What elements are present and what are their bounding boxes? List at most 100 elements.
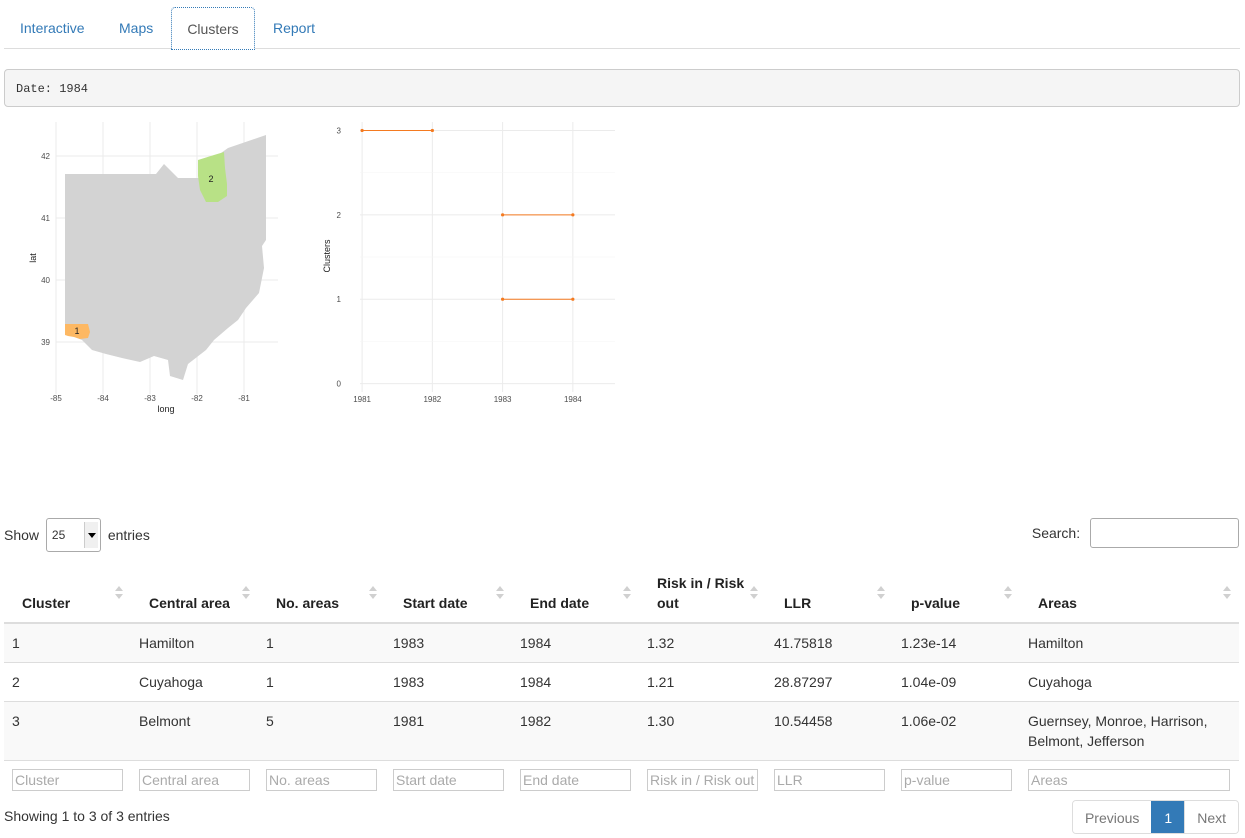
filter-cell (639, 760, 766, 791)
table-info: Showing 1 to 3 of 3 entries (4, 808, 170, 824)
column-header-p-value[interactable]: p-value (893, 564, 1020, 624)
filter-input-central-area[interactable] (139, 769, 250, 791)
tab-clusters[interactable]: Clusters (171, 7, 255, 50)
next-page-button[interactable]: Next (1184, 801, 1238, 833)
table-cell: Hamilton (1020, 622, 1239, 663)
column-header-areas[interactable]: Areas (1020, 564, 1239, 624)
map-x-tick: -83 (144, 394, 156, 403)
cluster-timeline-chart: 1981 1982 1983 1984 0 1 2 3 Clusters (322, 122, 615, 404)
table-cell: 1.30 (639, 701, 766, 761)
chart-x-tick: 1984 (564, 395, 582, 404)
map-x-tick: -82 (191, 394, 203, 403)
filter-input-cluster[interactable] (12, 769, 123, 791)
table-cell: 1982 (512, 701, 639, 761)
map-y-tick: 39 (41, 338, 50, 347)
filter-input-areas[interactable] (1028, 769, 1230, 791)
sort-icon[interactable] (1004, 586, 1012, 600)
search-input[interactable] (1090, 518, 1239, 548)
filter-input-llr[interactable] (774, 769, 885, 791)
sort-icon[interactable] (1223, 586, 1231, 600)
filter-input-risk[interactable] (647, 769, 758, 791)
sort-icon[interactable] (750, 586, 758, 600)
pagination: Previous 1 Next (1071, 800, 1239, 834)
chart-y-tick: 0 (337, 380, 342, 389)
sort-icon[interactable] (369, 586, 377, 600)
entries-length-select[interactable]: 25 (45, 518, 101, 552)
filter-cell (258, 760, 385, 791)
chart-x-tick: 1982 (423, 395, 441, 404)
cluster-2-region (198, 152, 227, 202)
clusters-table: Cluster Central area No. areas Start dat… (4, 564, 1239, 791)
column-header-label: Start date (403, 595, 468, 611)
cluster-3-end-point (430, 128, 434, 133)
table-cell: 10.54458 (766, 701, 893, 761)
table-header-row: Cluster Central area No. areas Start dat… (4, 564, 1239, 624)
show-label: Show (4, 527, 40, 543)
table-row[interactable]: 2 Cuyahoga 1 1983 1984 1.21 28.87297 1.0… (4, 662, 1239, 702)
column-header-central-area[interactable]: Central area (131, 564, 258, 624)
column-header-label: Areas (1038, 595, 1077, 611)
column-header-end-date[interactable]: End date (512, 564, 639, 624)
table-cell: 1984 (512, 622, 639, 663)
chart-y-tick: 1 (337, 295, 342, 304)
filter-input-no-areas[interactable] (266, 769, 377, 791)
column-header-cluster[interactable]: Cluster (4, 564, 131, 624)
sort-icon[interactable] (623, 586, 631, 600)
table-cell: 2 (4, 662, 131, 702)
sort-icon[interactable] (115, 586, 123, 600)
table-row[interactable]: 3 Belmont 5 1981 1982 1.30 10.54458 1.06… (4, 701, 1239, 761)
previous-page-button[interactable]: Previous (1072, 801, 1152, 833)
column-header-label: Central area (149, 595, 230, 611)
column-header-llr[interactable]: LLR (766, 564, 893, 624)
sort-icon[interactable] (496, 586, 504, 600)
table-cell: Cuyahoga (131, 662, 258, 702)
chevron-down-icon[interactable] (83, 522, 98, 548)
table-cell: 28.87297 (766, 662, 893, 702)
chart-y-tick: 2 (337, 211, 342, 220)
tab-report[interactable]: Report (273, 20, 316, 36)
cluster-map: 2 1 42 41 40 39 -85 -84 -83 -82 -81 long… (28, 122, 278, 414)
table-cell: 1 (258, 662, 385, 702)
table-cell: 1.23e-14 (893, 622, 1020, 663)
table-cell: Hamilton (131, 622, 258, 663)
page-1-button[interactable]: 1 (1151, 801, 1185, 833)
cluster-1-label: 1 (74, 326, 79, 336)
column-header-label: End date (530, 595, 590, 611)
column-header-start-date[interactable]: Start date (385, 564, 512, 624)
entries-length-value: 25 (51, 528, 66, 542)
length-control: Show 25 entries (4, 518, 150, 554)
sort-icon[interactable] (242, 586, 250, 600)
cluster-1-start-point (501, 297, 505, 301)
cluster-3-start-point (360, 128, 364, 133)
tab-maps[interactable]: Maps (119, 20, 154, 36)
table-cell: 1983 (385, 662, 512, 702)
table-cell: 1984 (512, 662, 639, 702)
column-header-label: No. areas (276, 595, 340, 611)
chart-y-axis-label: Clusters (322, 239, 332, 273)
map-y-axis-label: lat (28, 253, 38, 263)
column-header-risk[interactable]: Risk in / Risk out (639, 564, 766, 624)
filter-cell (385, 760, 512, 791)
filter-input-p-value[interactable] (901, 769, 1012, 791)
table-cell: Cuyahoga (1020, 662, 1239, 702)
sort-icon[interactable] (877, 586, 885, 600)
chart-y-tick: 3 (337, 126, 342, 135)
map-y-tick: 40 (41, 276, 50, 285)
map-y-ticks: 42 41 40 39 (41, 152, 50, 347)
map-x-ticks: -85 -84 -83 -82 -81 (50, 394, 250, 403)
ohio-state-shape (65, 135, 266, 380)
table-cell: 41.75818 (766, 622, 893, 663)
filter-input-start-date[interactable] (393, 769, 504, 791)
tab-interactive[interactable]: Interactive (20, 20, 85, 36)
date-output: Date: 1984 (4, 69, 1240, 107)
column-header-label: Risk in / Risk out (657, 575, 745, 611)
tab-bar: Interactive Maps Clusters Report (4, 7, 1240, 50)
column-header-no-areas[interactable]: No. areas (258, 564, 385, 624)
filter-cell (4, 760, 131, 791)
map-x-tick: -84 (97, 394, 109, 403)
search-control: Search: (1032, 518, 1239, 548)
table-cell: 1.04e-09 (893, 662, 1020, 702)
table-cell: Guernsey, Monroe, Harrison, Belmont, Jef… (1020, 701, 1239, 761)
table-row[interactable]: 1 Hamilton 1 1983 1984 1.32 41.75818 1.2… (4, 622, 1239, 663)
filter-input-end-date[interactable] (520, 769, 631, 791)
